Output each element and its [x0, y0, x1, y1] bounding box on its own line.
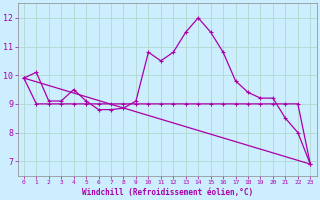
X-axis label: Windchill (Refroidissement éolien,°C): Windchill (Refroidissement éolien,°C) — [82, 188, 253, 197]
